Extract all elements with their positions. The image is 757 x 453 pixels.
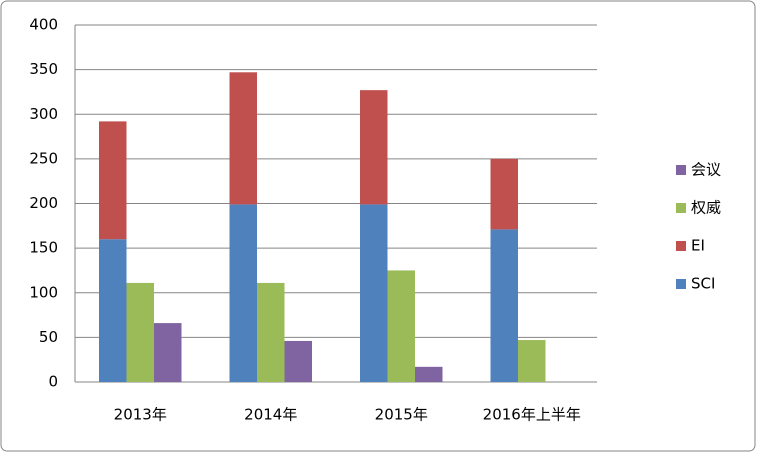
bar [229, 72, 257, 205]
y-tick-label: 100 [29, 283, 58, 301]
bar [360, 204, 388, 382]
y-tick-label: 150 [29, 239, 58, 257]
bar [490, 158, 518, 230]
bar [99, 121, 127, 240]
y-tick-label: 400 [29, 16, 58, 34]
y-tick-label: 350 [29, 60, 58, 78]
legend-label: EI [691, 237, 705, 255]
bar [154, 323, 182, 382]
bar [518, 340, 546, 382]
bar [229, 204, 257, 382]
legend-swatch [676, 279, 686, 289]
x-tick-label: 2014年 [244, 406, 297, 424]
bar [387, 270, 415, 382]
x-tick-label: 2015年 [375, 406, 428, 424]
y-tick-label: 200 [29, 194, 58, 212]
bar [490, 229, 518, 382]
y-tick-label: 0 [48, 373, 58, 391]
legend-swatch [676, 241, 686, 251]
bar [257, 282, 285, 382]
y-tick-label: 300 [29, 105, 58, 123]
x-tick-label: 2013年 [114, 406, 167, 424]
x-tick-label: 2016年上半年 [483, 406, 581, 424]
legend-label: SCI [691, 275, 715, 293]
y-tick-label: 50 [39, 328, 58, 346]
legend-label: 会议 [691, 161, 721, 179]
bar [415, 366, 443, 382]
bar [360, 90, 388, 205]
legend-swatch [676, 165, 686, 175]
bar [284, 340, 312, 382]
y-tick-label: 250 [29, 149, 58, 167]
legend-swatch [676, 203, 686, 213]
bar [99, 239, 127, 382]
legend-label: 权威 [691, 199, 721, 217]
bar [126, 282, 154, 382]
